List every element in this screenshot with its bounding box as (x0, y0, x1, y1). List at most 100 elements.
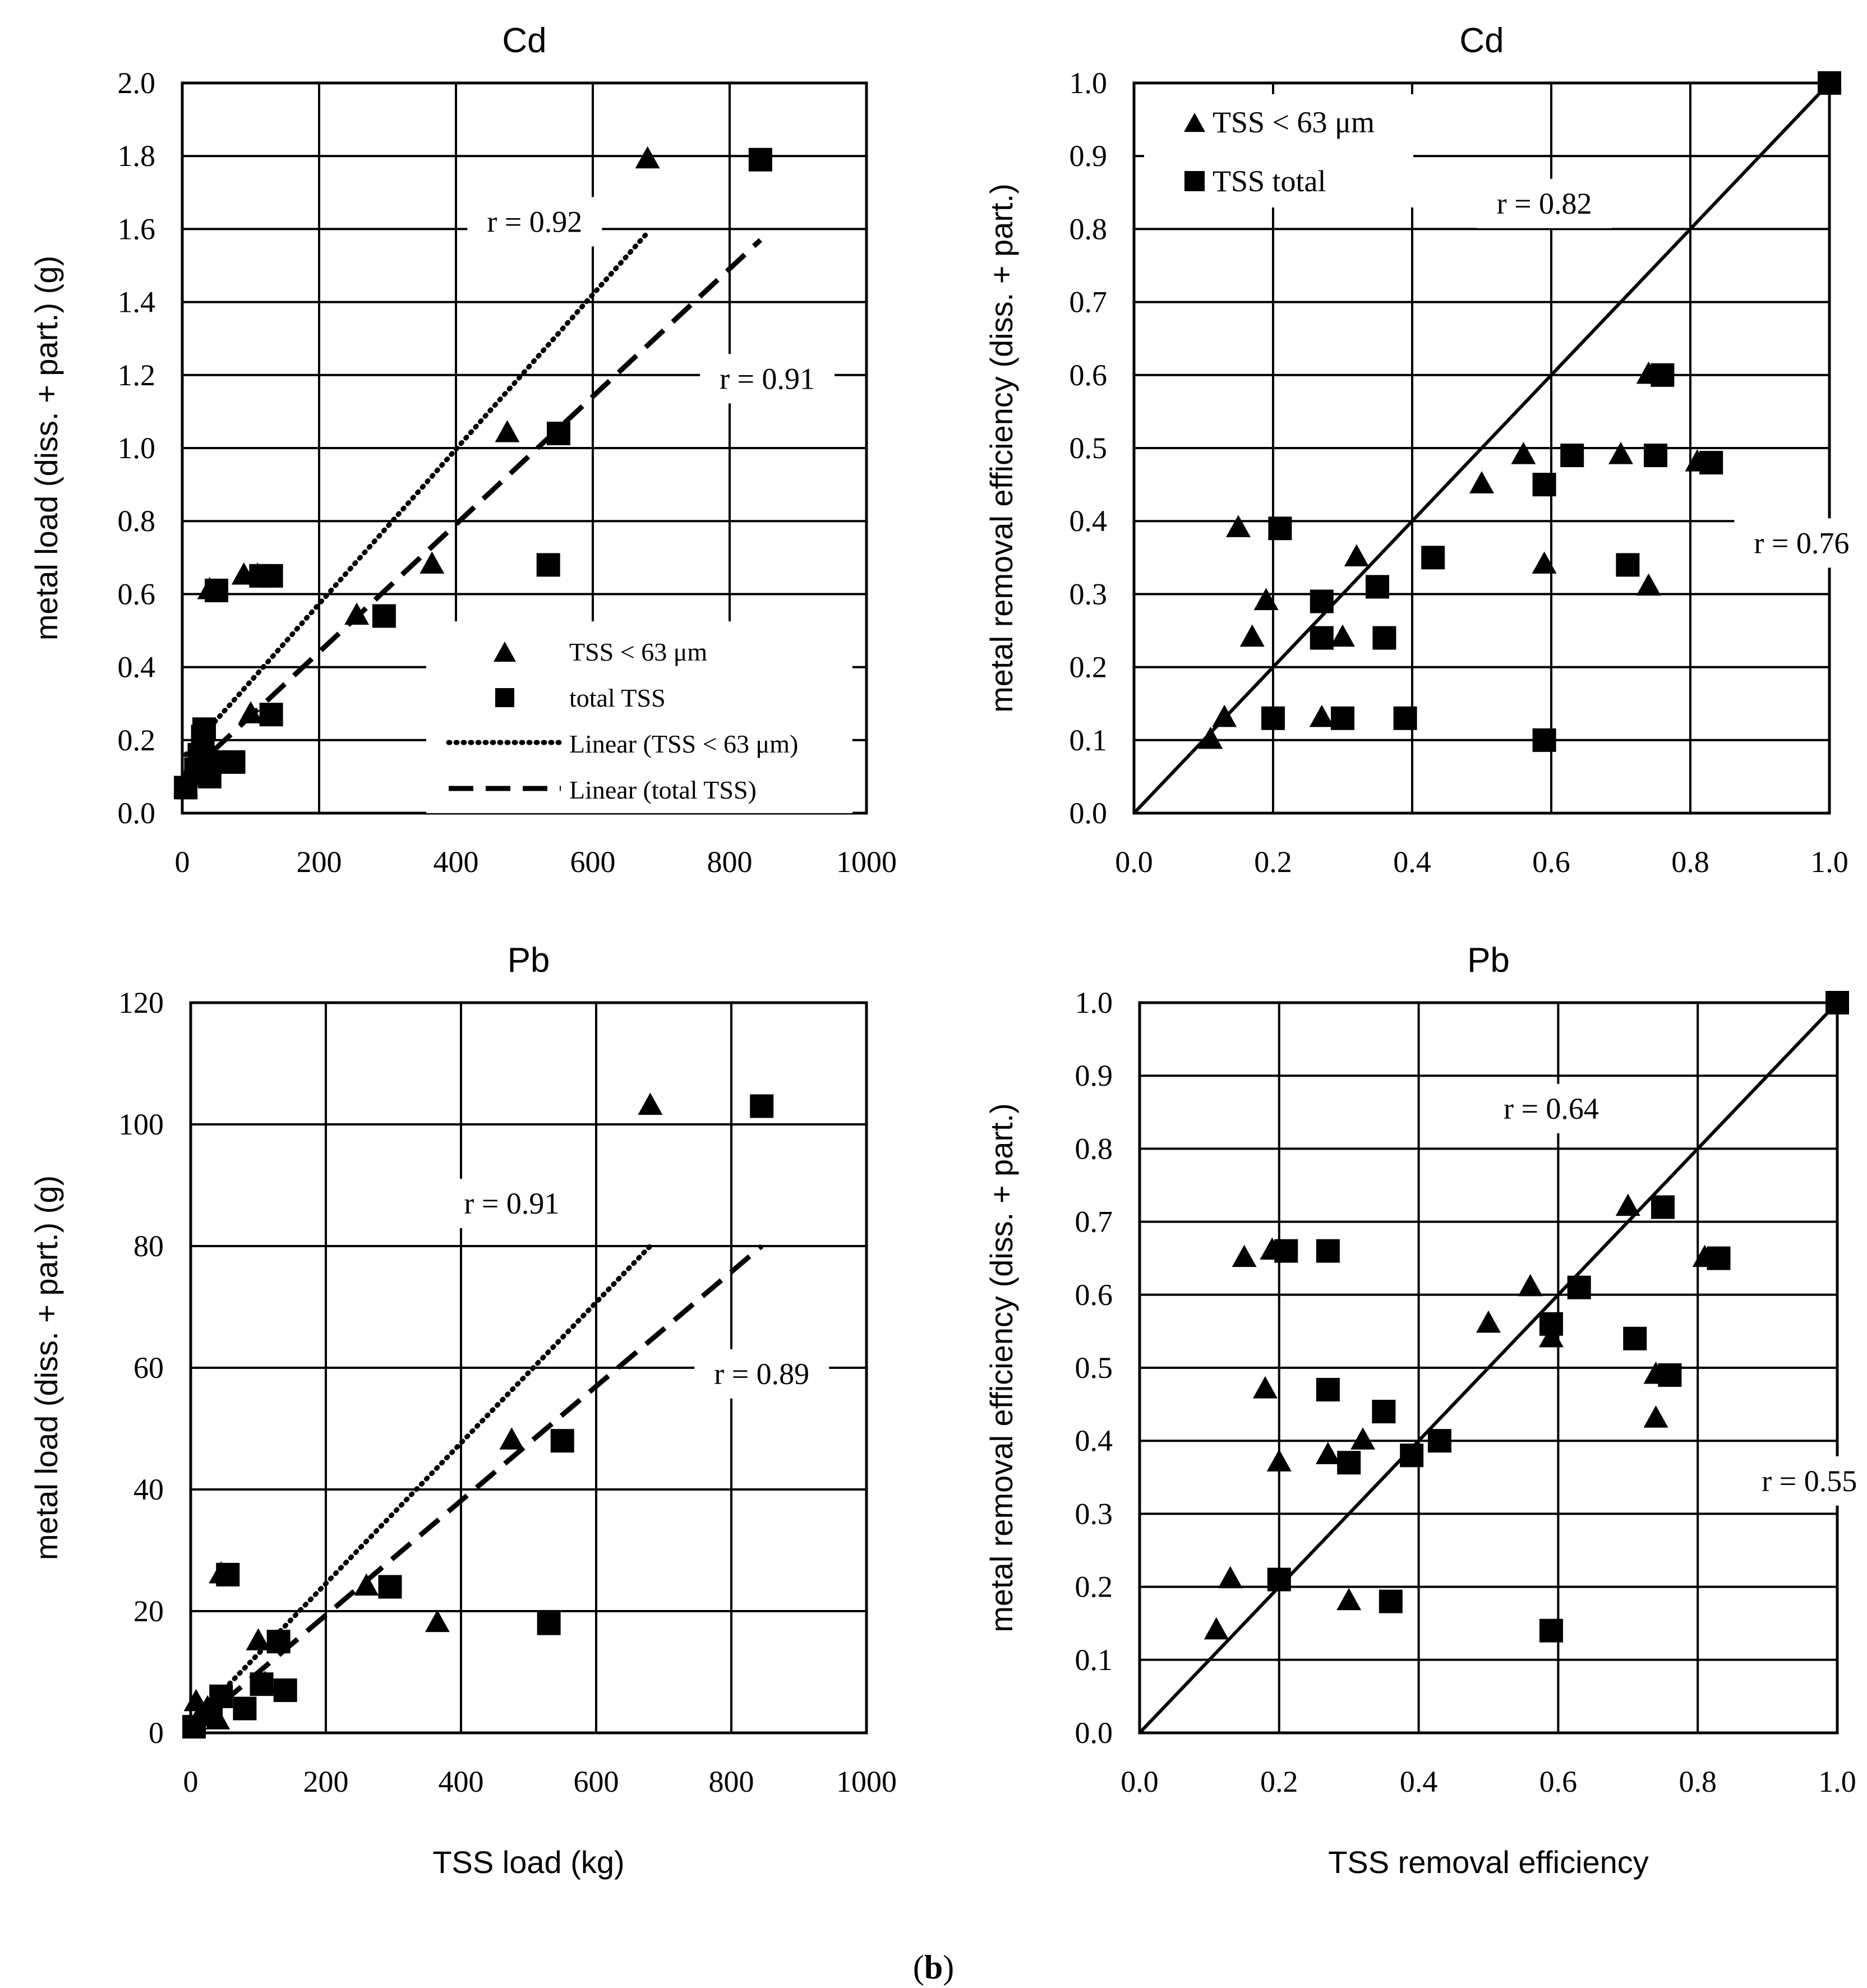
y-axis-label: metal removal efficiency (diss. + part.) (984, 1103, 1019, 1632)
data-point-square (1825, 991, 1849, 1014)
data-point-square (1366, 575, 1389, 599)
y-tick-label: 0.0 (118, 796, 156, 830)
chart-title: Cd (502, 21, 546, 60)
annotation-background (700, 354, 835, 404)
data-point-square (1393, 706, 1417, 730)
data-point-triangle (1212, 704, 1237, 727)
annotation-background (1742, 1456, 1867, 1506)
data-point-triangle (238, 701, 263, 723)
data-point-triangle (1198, 726, 1223, 749)
data-point-triangle (1204, 1617, 1229, 1640)
data-point-square (1316, 1378, 1340, 1402)
annotation-background (1477, 178, 1612, 228)
data-point-triangle (1266, 1449, 1292, 1472)
x-tick-label: 0.8 (1671, 845, 1709, 879)
y-tick-label: 0.7 (1070, 285, 1108, 319)
y-tick-label: 0.2 (1070, 651, 1108, 684)
x-tick-label: 400 (434, 845, 479, 879)
y-tick-label: 0.0 (1070, 796, 1108, 830)
x-tick-label: 600 (574, 1765, 619, 1798)
series-line-dashed (192, 1244, 764, 1729)
data-point-triangle (1232, 1244, 1257, 1267)
legend-label: TSS total (1213, 164, 1326, 198)
chart-pb-load: 0 200 400 600 800 1000 0 20 40 60 80 100 120 Pb metal … (29, 941, 897, 1880)
plot-frame (189, 1001, 868, 1735)
grid (1138, 1001, 1839, 1735)
data-point-triangle (1336, 1588, 1362, 1611)
data-point-square (1267, 1567, 1291, 1592)
data-point-square (250, 1672, 274, 1696)
y-tick-label: 0.7 (1075, 1205, 1113, 1239)
x-tick-label: 0.0 (1115, 845, 1153, 879)
legend-label: TSS < 63 μm (569, 638, 707, 666)
data-point-triangle (638, 1092, 663, 1115)
annotation-background (444, 1179, 579, 1229)
x-tick-label: 1.0 (1810, 845, 1848, 879)
legend-label: Linear (total TSS) (569, 776, 757, 804)
x-tick-label: 0.6 (1532, 845, 1570, 879)
data-point-square (1379, 1589, 1403, 1613)
chart-title: Cd (1459, 21, 1504, 60)
data-point-square (1532, 473, 1556, 497)
data-point-triangle (495, 419, 520, 442)
y-tick-label: 1.8 (118, 139, 156, 173)
data-point-triangle (1643, 1405, 1668, 1428)
data-point-triangle (1226, 515, 1251, 537)
data-point-triangle (635, 146, 660, 169)
data-point-square (273, 1678, 297, 1703)
x-tick-label: 800 (707, 845, 753, 879)
data-point-triangle (1330, 624, 1355, 647)
x-tick-label: 0.0 (1121, 1765, 1159, 1798)
figure-caption: (b) (912, 1949, 955, 1986)
data-point-square (1707, 1246, 1731, 1270)
y-tick-label: 1.0 (1075, 986, 1113, 1020)
y-tick-label: 120 (118, 986, 164, 1020)
y-tick-label: 100 (118, 1108, 164, 1141)
x-tick-label: 200 (303, 1765, 349, 1798)
y-tick-label: 80 (133, 1229, 164, 1263)
data-point-square (1560, 444, 1584, 468)
y-tick-label: 0.1 (1070, 723, 1108, 757)
x-axis-label: TSS removal efficiency (1328, 1844, 1649, 1880)
y-tick-label: 0.4 (118, 651, 156, 684)
r-value-annotation: r = 0.55 (1762, 1464, 1857, 1498)
x-tick-label: 800 (709, 1765, 754, 1798)
data-point-triangle (1252, 1376, 1278, 1399)
data-point-triangle (354, 1573, 379, 1596)
x-tick-label: 0.4 (1393, 845, 1431, 879)
y-tick-label: 0.8 (118, 504, 156, 538)
x-tick-label: 0.2 (1260, 1765, 1298, 1798)
y-tick-label: 1.0 (118, 431, 156, 465)
series-line-dotted (183, 230, 651, 758)
x-tick-label: 0 (175, 845, 190, 879)
y-tick-label: 0.3 (1075, 1497, 1113, 1530)
data-point-triangle (1511, 442, 1536, 464)
data-point-triangle (1350, 1427, 1376, 1450)
r-value-annotation: r = 0.76 (1754, 526, 1849, 560)
legend-label: total TSS (569, 684, 666, 712)
y-tick-label: 0.6 (118, 577, 156, 611)
y-tick-label: 1.2 (118, 358, 156, 392)
data-point-square (1372, 1400, 1396, 1424)
data-point-triangle (1239, 624, 1265, 647)
y-tick-label: 0.2 (1075, 1570, 1113, 1604)
r-value-annotation: r = 0.89 (714, 1357, 809, 1391)
annotation-background (467, 197, 602, 247)
r-value-annotation: r = 0.91 (720, 362, 815, 395)
data-point-square (547, 421, 570, 445)
x-tick-label: 0.8 (1679, 1765, 1717, 1798)
legend: TSS < 63 μm total TSS Linear (TSS < 63 μm)… (426, 621, 852, 813)
chart-cd-load: 0 200 400 600 800 1000 0.0 0.2 0.4 0.6 0.8 1.0 1.2 1.… (29, 21, 897, 879)
annotation-background (1483, 1083, 1619, 1133)
data-point-triangle (1538, 1325, 1564, 1348)
y-tick-label: 0.4 (1075, 1424, 1113, 1457)
y-tick-label: 2.0 (118, 66, 156, 100)
data-point-square (209, 1684, 233, 1708)
legend-triangle-icon (1184, 113, 1205, 132)
x-tick-label: 200 (297, 845, 342, 879)
legend: TSS < 63 μm TSS total (1144, 94, 1413, 207)
chart-title: Pb (1467, 941, 1510, 980)
r-value-annotation: r = 0.91 (464, 1187, 559, 1220)
data-point-square (1261, 706, 1285, 730)
data-point-square (1623, 1326, 1647, 1350)
